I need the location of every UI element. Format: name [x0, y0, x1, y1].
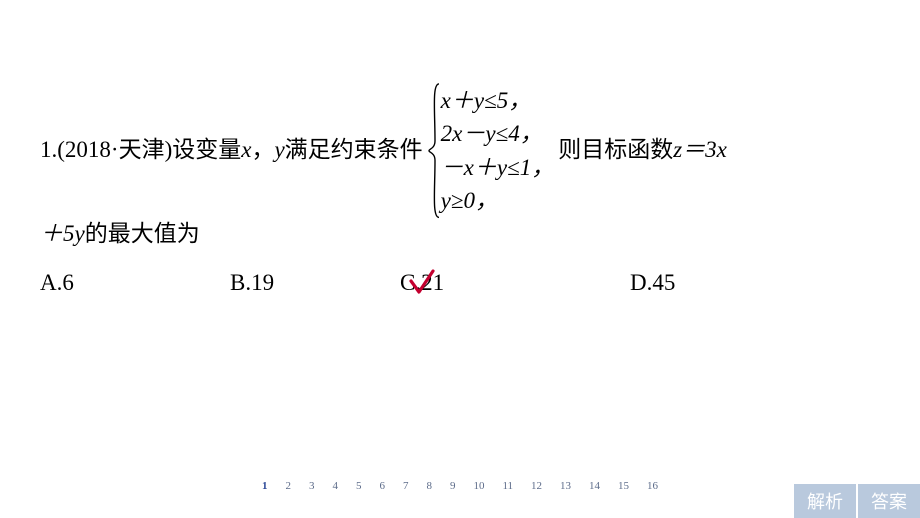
option-b-label: B.19 [230, 270, 274, 295]
pager-item-2[interactable]: 2 [285, 480, 291, 492]
option-a-label: A.6 [40, 270, 74, 295]
answer-button[interactable]: 答案 [858, 484, 920, 518]
line2-post: 的最大值为 [85, 221, 200, 246]
mid-text: 满足约束条件 [285, 133, 423, 168]
pager-item-14[interactable]: 14 [589, 480, 600, 492]
pager-item-11[interactable]: 11 [502, 480, 513, 492]
tail-pre: 则目标函数 [558, 137, 673, 162]
pager-item-6[interactable]: 6 [379, 480, 385, 492]
pager-item-10[interactable]: 10 [473, 480, 484, 492]
option-c-label: C.21 [400, 270, 444, 295]
pager-item-16[interactable]: 16 [647, 480, 658, 492]
pager-item-7[interactable]: 7 [403, 480, 409, 492]
option-d-label: D.45 [630, 270, 675, 295]
left-brace-icon [427, 82, 441, 219]
explain-button[interactable]: 解析 [794, 484, 856, 518]
option-c[interactable]: C.21 [400, 266, 630, 301]
pager-item-9[interactable]: 9 [450, 480, 456, 492]
comma1: ， [251, 133, 274, 168]
button-bar: 解析 答案 [794, 484, 920, 518]
question-prefix: 1.(2018·天津)设变量 [40, 133, 241, 168]
question-tail: 则目标函数z＝3x [558, 133, 727, 168]
pager-item-5[interactable]: 5 [356, 480, 362, 492]
pager-item-3[interactable]: 3 [309, 480, 315, 492]
option-b[interactable]: B.19 [230, 266, 400, 301]
options-row: A.6 B.19 C.21 D.45 [40, 266, 880, 301]
question-block: 1.(2018·天津)设变量 x ， y 满足约束条件 x＋y≤5， 2x－y≤… [40, 82, 880, 300]
pager: 1 2 3 4 5 6 7 8 9 10 11 12 13 14 15 16 [0, 476, 920, 494]
pager-item-4[interactable]: 4 [332, 480, 338, 492]
pager-item-12[interactable]: 12 [531, 480, 542, 492]
pager-item-8[interactable]: 8 [426, 480, 432, 492]
tail-expr: z＝3x [673, 137, 727, 162]
pager-item-13[interactable]: 13 [560, 480, 571, 492]
constraint-2: 2x－y≤4， [441, 117, 555, 150]
constraint-4: y≥0， [441, 184, 555, 217]
var-y: y [274, 133, 284, 168]
line2-expr: ＋5y [40, 221, 85, 246]
pager-item-15[interactable]: 15 [618, 480, 629, 492]
constraints-wrap: x＋y≤5， 2x－y≤4， －x＋y≤1， y≥0， [427, 82, 555, 219]
constraint-1: x＋y≤5， [441, 84, 555, 117]
constraint-3: －x＋y≤1， [441, 151, 555, 184]
constraints-list: x＋y≤5， 2x－y≤4， －x＋y≤1， y≥0， [441, 82, 555, 219]
pager-item-1[interactable]: 1 [262, 480, 268, 492]
question-line2: ＋5y的最大值为 [40, 217, 880, 252]
var-x: x [241, 133, 251, 168]
question-line1: 1.(2018·天津)设变量 x ， y 满足约束条件 x＋y≤5， 2x－y≤… [40, 82, 880, 219]
option-d[interactable]: D.45 [630, 266, 675, 301]
option-a[interactable]: A.6 [40, 266, 230, 301]
